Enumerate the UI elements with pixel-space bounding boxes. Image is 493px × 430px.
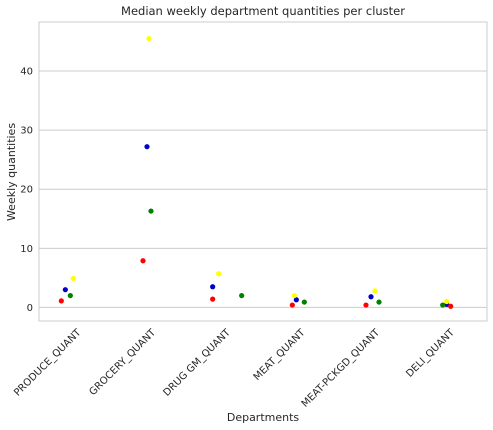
plot-frame (38, 21, 488, 322)
y-axis-label: Weekly quantities (5, 123, 18, 221)
grid-lines (39, 70, 487, 308)
x-tick-label: MEAT_QUANT (252, 327, 308, 383)
y-tick-labels: 0 10 20 30 40 (20, 67, 33, 314)
data-point (216, 271, 222, 277)
x-tick-label: DRUG GM_QUANT (161, 327, 233, 399)
x-tick-label: GROCERY_QUANT (87, 327, 158, 398)
y-tick-label: 0 (27, 303, 33, 314)
y-tick-label: 30 (20, 126, 33, 137)
x-tick-label: MEAT-PCKGD_QUANT (300, 327, 383, 410)
data-point (293, 297, 299, 303)
x-tick-labels: PRODUCE_QUANT GROCERY_QUANT DRUG GM_QUANT M… (12, 327, 457, 410)
data-point (440, 302, 446, 308)
y-tick-label: 40 (20, 67, 33, 78)
data-point (146, 35, 152, 42)
data-point (372, 288, 378, 294)
y-tick-label: 20 (20, 185, 33, 196)
data-point (144, 144, 150, 150)
data-point (58, 298, 64, 304)
data-point (239, 292, 245, 299)
data-point (70, 275, 76, 282)
x-tick-label: DELI_QUANT (404, 327, 457, 380)
data-point (363, 302, 369, 308)
data-points (58, 35, 454, 309)
data-point (376, 299, 382, 305)
data-point (62, 287, 68, 293)
data-point (368, 294, 374, 300)
data-point (67, 292, 73, 299)
x-tick-label: PRODUCE_QUANT (12, 327, 84, 399)
data-point (148, 208, 154, 214)
chart-title: Median weekly department quantities per … (121, 4, 405, 18)
data-point (210, 296, 216, 302)
data-point (289, 302, 295, 308)
data-point (210, 284, 216, 290)
data-point (448, 303, 454, 309)
y-tick-label: 10 (20, 244, 33, 255)
data-point (301, 299, 307, 305)
data-point (444, 298, 450, 305)
data-point (291, 292, 297, 299)
x-axis-label: Departments (227, 411, 300, 424)
data-point (140, 258, 146, 264)
